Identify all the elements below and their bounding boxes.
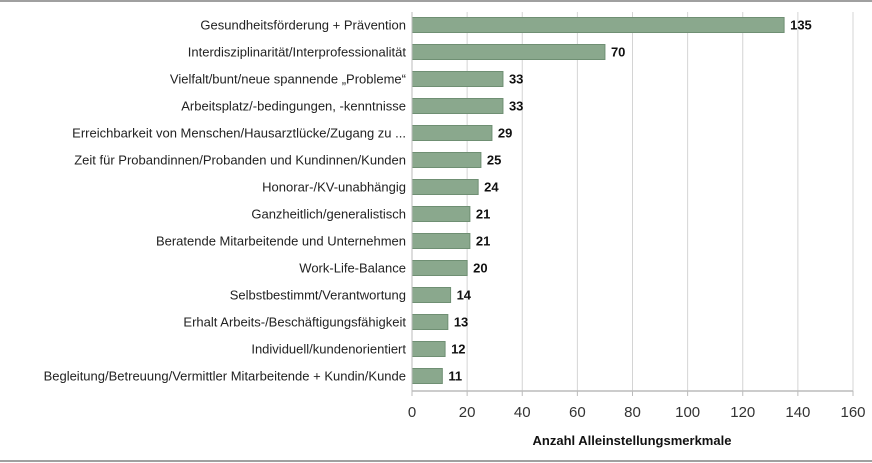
x-tick-label: 80: [624, 404, 641, 421]
value-label: 33: [509, 99, 523, 114]
value-label: 21: [476, 207, 490, 222]
category-label: Erreichbarkeit von Menschen/Hausarztlück…: [72, 126, 406, 141]
category-label: Gesundheitsförderung + Prävention: [200, 18, 406, 33]
bar: [411, 287, 452, 303]
x-tick-label: 60: [569, 404, 586, 421]
category-label: Zeit für Probandinnen/Probanden und Kund…: [74, 153, 406, 168]
category-label: Beratende Mitarbeitende und Unternehmen: [156, 234, 406, 249]
x-tick-label: 20: [459, 404, 476, 421]
value-label: 135: [790, 18, 812, 33]
category-label: Begleitung/Betreuung/Vermittler Mitarbei…: [44, 369, 406, 384]
x-tick-label: 120: [730, 404, 755, 421]
category-label: Vielfalt/bunt/neue spannende „Probleme“: [170, 72, 406, 87]
x-axis-label: Anzahl Alleinstellungsmerkmale: [533, 433, 732, 448]
bar: [411, 206, 471, 222]
bar: [411, 233, 471, 249]
bar: [411, 314, 449, 330]
bar: [411, 341, 446, 357]
x-tick-label: 0: [408, 404, 416, 421]
bar: [411, 44, 606, 60]
category-label: Honorar-/KV-unabhängig: [262, 180, 406, 195]
value-label: 24: [484, 180, 499, 195]
category-label: Interdisziplinarität/Interprofessionalit…: [188, 45, 407, 60]
bar: [411, 125, 493, 141]
bar: [411, 179, 479, 195]
value-label: 70: [611, 45, 625, 60]
value-label: 20: [473, 261, 487, 276]
x-tick-label: 140: [785, 404, 810, 421]
value-label: 33: [509, 72, 523, 87]
bar: [411, 368, 443, 384]
category-label: Work-Life-Balance: [299, 261, 406, 276]
bar: [411, 152, 482, 168]
category-label: Ganzheitlich/generalistisch: [251, 207, 406, 222]
value-label: 29: [498, 126, 512, 141]
bar: [411, 17, 785, 33]
value-label: 25: [487, 153, 501, 168]
bar: [411, 260, 468, 276]
x-tick-label: 160: [840, 404, 865, 421]
value-label: 11: [448, 369, 462, 384]
value-label: 12: [451, 342, 465, 357]
bar: [411, 98, 504, 114]
value-label: 13: [454, 315, 468, 330]
bar: [411, 71, 504, 87]
category-label: Individuell/kundenorientiert: [251, 342, 406, 357]
category-label: Arbeitsplatz/-bedingungen, -kenntnisse: [181, 99, 406, 114]
category-label: Erhalt Arbeits-/Beschäftigungsfähigkeit: [183, 315, 406, 330]
value-label: 21: [476, 234, 490, 249]
category-label: Selbstbestimmt/Verantwortung: [230, 288, 406, 303]
x-tick-label: 40: [514, 404, 531, 421]
x-tick-label: 100: [675, 404, 700, 421]
value-label: 14: [457, 288, 472, 303]
